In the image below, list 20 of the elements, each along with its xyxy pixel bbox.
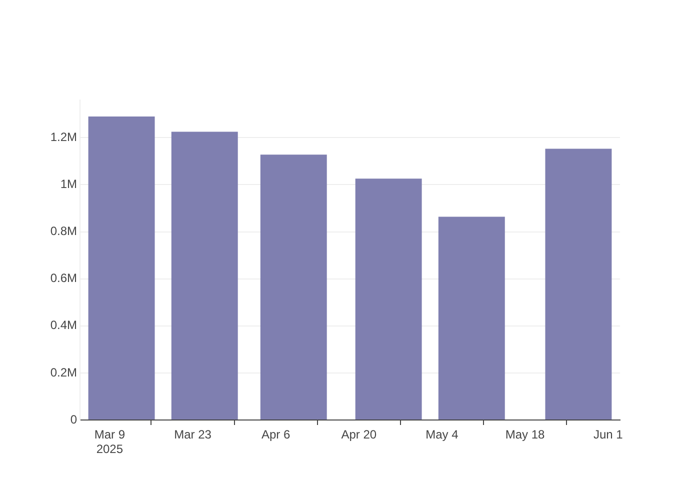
y-tick-label: 0.6M — [50, 271, 77, 286]
bar — [171, 132, 238, 420]
y-tick-label: 1.2M — [50, 130, 77, 144]
x-tick-label: Apr 6 — [261, 428, 290, 442]
x-tick-label: Jun 1 — [593, 428, 624, 442]
y-tick-label: 0.2M — [50, 365, 77, 380]
bar — [260, 154, 327, 420]
bar — [355, 178, 422, 420]
bar — [545, 148, 612, 420]
y-tick-label: 0.4M — [50, 318, 77, 332]
x-tick-label: Mar 23 — [174, 428, 212, 442]
bar — [438, 216, 505, 420]
y-tick-label: 1M — [60, 177, 77, 192]
x-tick-label: Apr 20 — [341, 428, 377, 442]
x-tick-label: May 4 — [426, 428, 459, 442]
bar — [88, 116, 155, 420]
y-tick-label: 0.8M — [50, 224, 77, 238]
x-tick-label: May 18 — [505, 428, 546, 442]
y-tick-label: 0 — [70, 412, 78, 426]
x-tick-label: Mar 9 2025 — [94, 428, 126, 456]
